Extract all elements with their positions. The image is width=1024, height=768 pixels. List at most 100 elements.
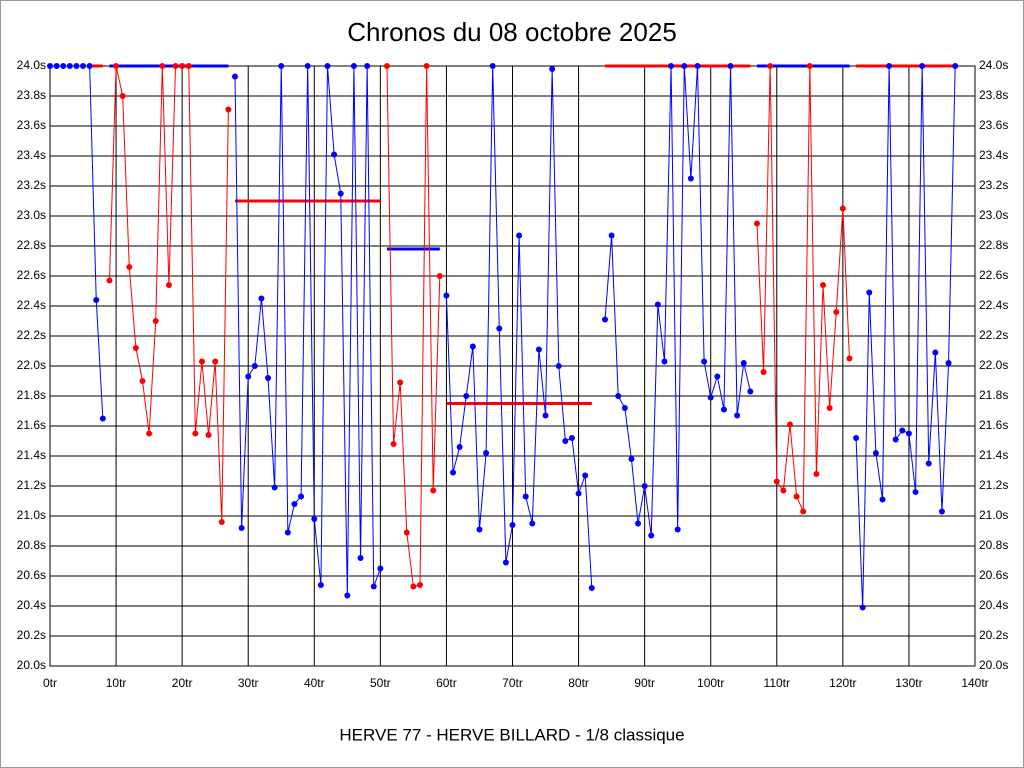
y2-tick-label: 22.4s xyxy=(979,298,1008,312)
point xyxy=(271,484,278,491)
point xyxy=(872,450,879,456)
point xyxy=(780,487,787,494)
point xyxy=(760,369,767,375)
chart-title: Chronos du 08 octobre 2025 xyxy=(347,17,677,47)
point xyxy=(443,292,450,299)
point xyxy=(773,478,780,485)
point xyxy=(687,175,694,182)
y2-tick-label: 21.4s xyxy=(979,448,1008,462)
point xyxy=(93,297,100,303)
point xyxy=(337,190,344,197)
point xyxy=(833,309,840,315)
point xyxy=(80,63,87,69)
point xyxy=(635,520,642,527)
y2-tick-label: 22.6s xyxy=(979,268,1008,282)
point xyxy=(707,394,714,401)
point xyxy=(945,360,952,366)
y2-tick-label: 22.8s xyxy=(979,238,1008,252)
y-tick-label: 23.4s xyxy=(17,148,46,162)
point xyxy=(674,526,681,533)
point xyxy=(747,388,754,395)
x-tick-label: 140tr xyxy=(961,676,988,690)
y-tick-label: 23.0s xyxy=(17,208,46,222)
point xyxy=(476,526,483,533)
y2-tick-label: 20.8s xyxy=(979,538,1008,552)
point xyxy=(370,583,377,590)
y-tick-label: 24.0s xyxy=(17,58,46,72)
point xyxy=(489,63,496,69)
point xyxy=(60,63,67,69)
y2-tick-label: 20.6s xyxy=(979,568,1008,582)
point xyxy=(879,496,886,503)
y2-tick-label: 23.6s xyxy=(979,118,1008,132)
point xyxy=(291,501,298,507)
point xyxy=(740,360,747,366)
y-tick-label: 22.6s xyxy=(17,268,46,282)
point xyxy=(615,393,622,399)
point xyxy=(126,264,133,270)
point xyxy=(496,325,503,332)
point xyxy=(430,487,437,494)
y-tick-label: 21.8s xyxy=(17,388,46,402)
point xyxy=(826,405,833,411)
point xyxy=(278,63,285,69)
point xyxy=(383,63,390,69)
point xyxy=(331,151,338,158)
point xyxy=(324,63,331,69)
y-tick-label: 21.4s xyxy=(17,448,46,462)
point xyxy=(562,438,569,444)
point xyxy=(423,63,430,69)
point xyxy=(859,604,866,611)
y2-tick-label: 20.2s xyxy=(979,628,1008,642)
point xyxy=(284,529,291,536)
x-tick-label: 100tr xyxy=(697,676,724,690)
y-tick-label: 20.0s xyxy=(17,658,46,672)
point xyxy=(767,63,774,69)
point xyxy=(403,529,410,536)
point xyxy=(417,582,423,588)
point xyxy=(714,373,721,380)
point xyxy=(846,355,853,362)
point xyxy=(139,378,146,384)
point xyxy=(304,63,311,69)
point xyxy=(853,435,860,441)
y-tick-label: 20.2s xyxy=(17,628,46,642)
x-tick-label: 10tr xyxy=(106,676,127,690)
y2-tick-label: 20.0s xyxy=(979,658,1008,672)
point xyxy=(621,405,628,411)
x-tick-label: 40tr xyxy=(304,676,325,690)
point xyxy=(905,430,912,437)
point xyxy=(892,436,899,443)
point xyxy=(932,349,939,356)
point xyxy=(456,444,463,450)
chart-footer: HERVE 77 - HERVE BILLARD - 1/8 classique xyxy=(339,725,684,744)
point xyxy=(549,66,556,72)
point xyxy=(357,555,364,561)
x-tick-label: 20tr xyxy=(172,676,193,690)
point xyxy=(925,460,932,467)
point xyxy=(66,63,73,69)
point xyxy=(800,508,807,515)
point xyxy=(516,232,523,239)
y2-tick-label: 23.0s xyxy=(979,208,1008,222)
point xyxy=(694,63,701,69)
point xyxy=(397,379,404,386)
point xyxy=(588,585,595,591)
point xyxy=(820,282,827,288)
point xyxy=(245,373,252,380)
y2-tick-label: 23.4s xyxy=(979,148,1008,162)
point xyxy=(483,450,490,456)
point xyxy=(119,93,126,99)
point xyxy=(192,430,199,437)
point xyxy=(265,375,272,381)
y-tick-label: 23.6s xyxy=(17,118,46,132)
point xyxy=(232,73,238,80)
point xyxy=(212,358,219,365)
point xyxy=(535,346,542,353)
point xyxy=(912,489,919,495)
point xyxy=(509,522,516,528)
point xyxy=(648,532,655,539)
point xyxy=(47,63,53,69)
point xyxy=(258,295,265,302)
point xyxy=(952,63,959,69)
